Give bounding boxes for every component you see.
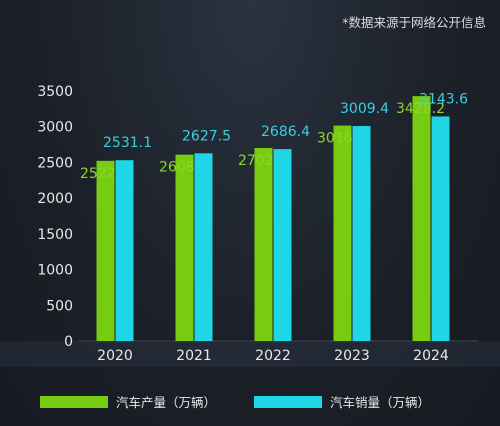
y-tick-label: 1500 bbox=[37, 227, 73, 243]
bar-production bbox=[254, 147, 273, 341]
source-note: *数据来源于网络公开信息 bbox=[342, 15, 486, 30]
x-tick-label: 2020 bbox=[97, 348, 133, 364]
legend-label-sales: 汽车销量（万辆） bbox=[330, 395, 431, 410]
y-tick-label: 3000 bbox=[37, 120, 73, 136]
y-tick-label: 3500 bbox=[37, 84, 73, 100]
x-tick-label: 2021 bbox=[176, 348, 212, 364]
data-label-sales: 3143.6 bbox=[419, 91, 468, 107]
data-label-sales: 2686.4 bbox=[261, 124, 310, 140]
x-tick-label: 2022 bbox=[255, 348, 291, 364]
x-axis-band bbox=[0, 341, 500, 367]
bar-sales bbox=[273, 149, 292, 341]
y-tick-label: 0 bbox=[64, 334, 73, 350]
bar-sales bbox=[431, 116, 450, 341]
legend-item-sales: 汽车销量（万辆） bbox=[254, 392, 430, 411]
y-tick-group: 0 500 1000 1500 2000 2500 3000 3500 bbox=[37, 84, 73, 350]
bar-sales bbox=[194, 153, 213, 341]
bar-production bbox=[333, 125, 352, 341]
x-tick-label: 2024 bbox=[413, 348, 449, 364]
x-tick-group: 2020 2021 2022 2023 2024 bbox=[97, 348, 449, 364]
legend-swatch-production bbox=[40, 395, 108, 408]
data-label-sales: 2531.1 bbox=[103, 135, 152, 151]
legend-swatch-sales bbox=[254, 395, 323, 408]
legend: 汽车产量（万辆） 汽车销量（万辆） bbox=[40, 392, 430, 411]
bar-production bbox=[175, 154, 194, 341]
y-tick-label: 2000 bbox=[37, 191, 73, 207]
y-tick-label: 500 bbox=[46, 298, 73, 314]
data-label-production: 3428.2 bbox=[396, 101, 445, 117]
bar-sales bbox=[352, 126, 371, 342]
bar-production bbox=[412, 96, 431, 341]
data-label-sales: 2627.5 bbox=[182, 128, 231, 144]
data-label-sales: 3009.4 bbox=[340, 101, 389, 117]
bar-production bbox=[96, 160, 115, 341]
legend-item-production: 汽车产量（万辆） bbox=[40, 392, 216, 411]
legend-label-production: 汽车产量（万辆） bbox=[116, 395, 217, 410]
y-tick-label: 2500 bbox=[37, 155, 73, 171]
x-tick-label: 2023 bbox=[334, 348, 370, 364]
bar-sales bbox=[115, 160, 134, 341]
y-tick-label: 1000 bbox=[37, 263, 73, 279]
